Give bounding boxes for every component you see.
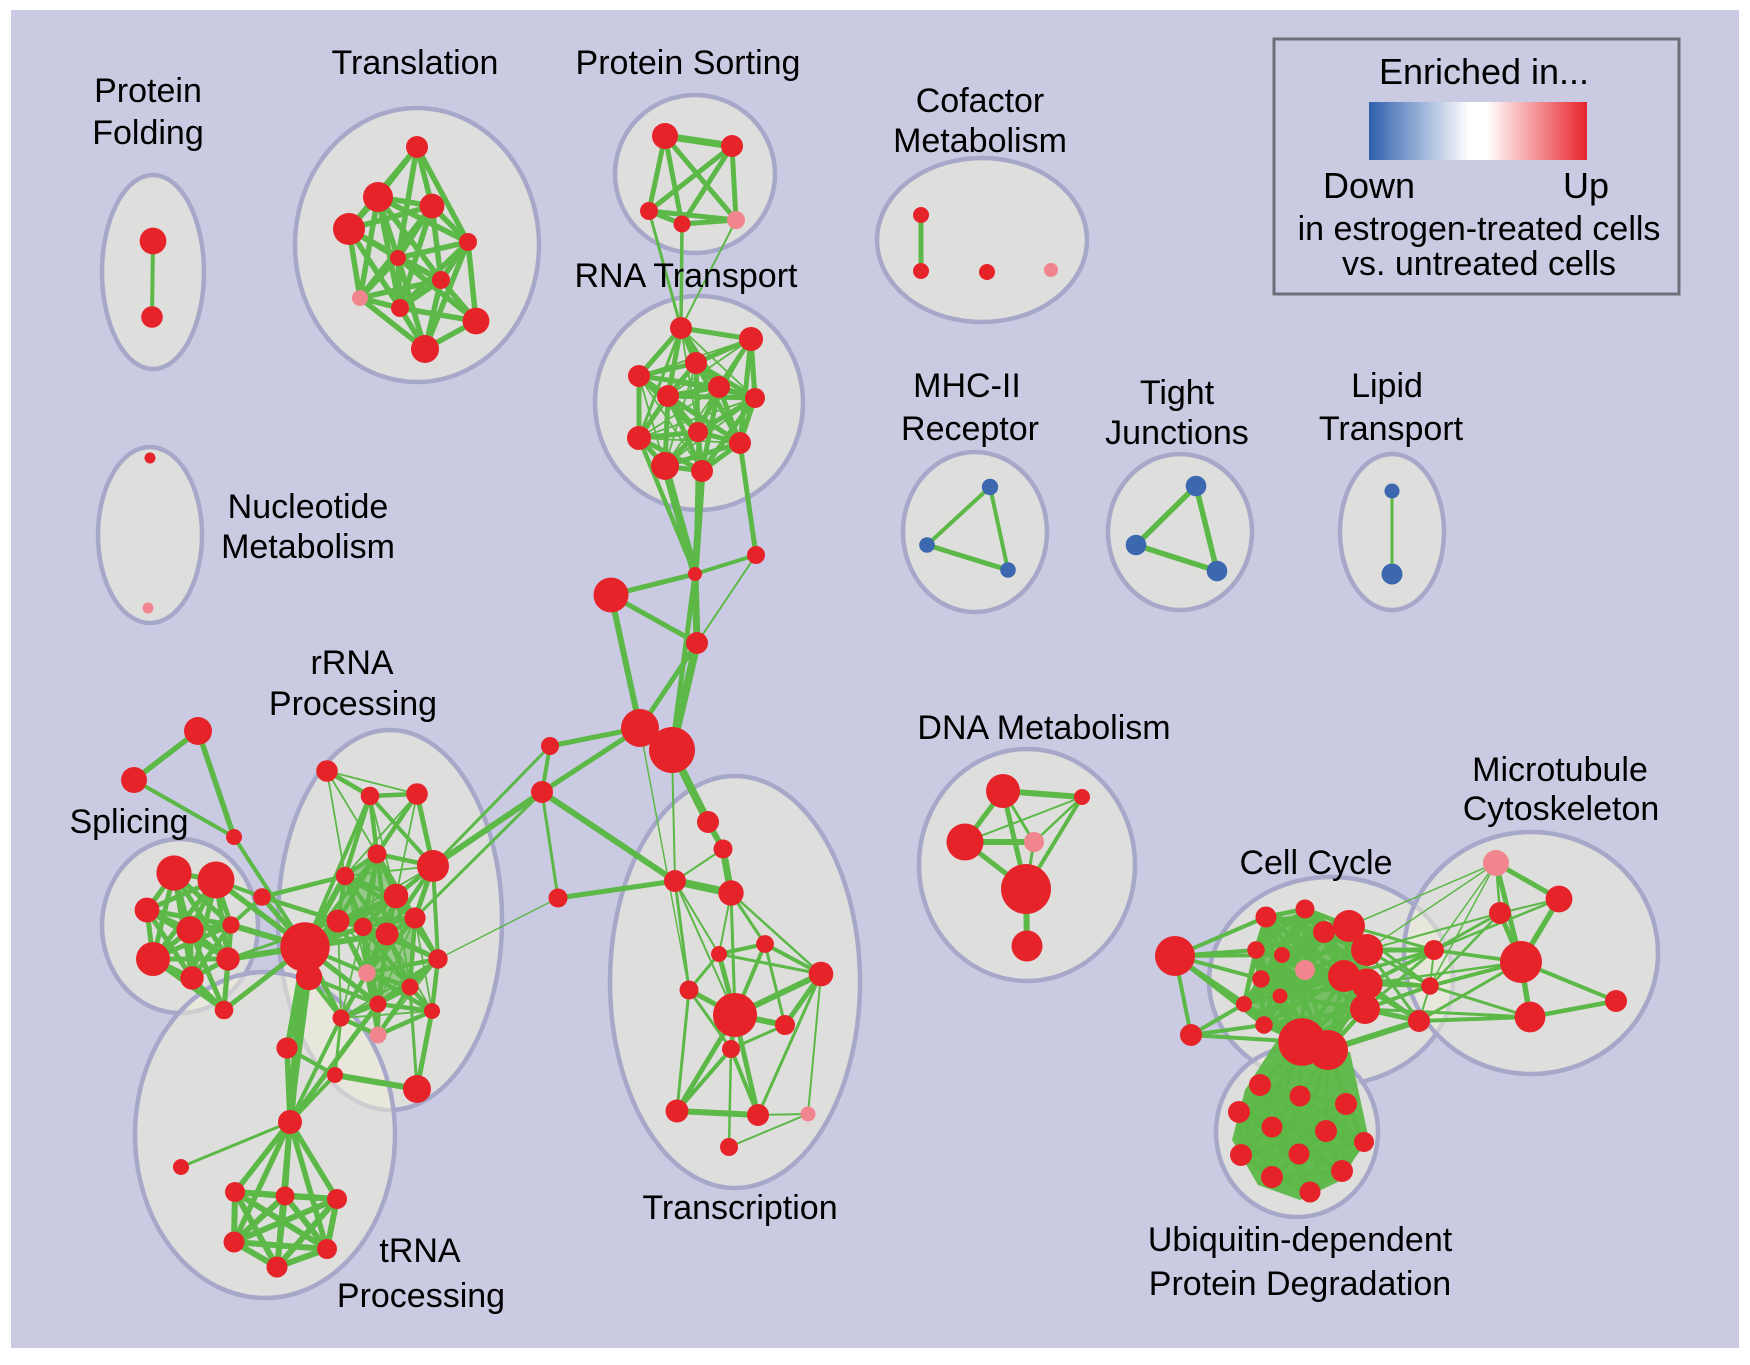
svg-text:Receptor: Receptor <box>901 410 1039 448</box>
svg-text:Nucleotide: Nucleotide <box>228 488 389 526</box>
svg-text:Folding: Folding <box>92 114 204 152</box>
svg-text:Metabolism: Metabolism <box>893 122 1067 160</box>
svg-text:Junctions: Junctions <box>1105 414 1249 452</box>
svg-text:Lipid: Lipid <box>1351 367 1423 405</box>
svg-text:Cytoskeleton: Cytoskeleton <box>1463 790 1660 828</box>
svg-text:Processing: Processing <box>337 1277 505 1315</box>
svg-text:Processing: Processing <box>269 685 437 723</box>
svg-text:Translation: Translation <box>332 44 499 82</box>
svg-text:Transport: Transport <box>1319 410 1464 448</box>
svg-text:Splicing: Splicing <box>69 803 188 841</box>
svg-text:Cell Cycle: Cell Cycle <box>1239 844 1392 882</box>
svg-text:Protein Degradation: Protein Degradation <box>1149 1265 1451 1303</box>
svg-text:tRNA: tRNA <box>379 1232 461 1270</box>
svg-text:Ubiquitin-dependent: Ubiquitin-dependent <box>1148 1221 1453 1259</box>
svg-text:MHC-II: MHC-II <box>913 367 1021 405</box>
svg-text:Cofactor: Cofactor <box>916 82 1045 120</box>
svg-text:Protein Sorting: Protein Sorting <box>576 44 801 82</box>
svg-text:in estrogen-treated cells: in estrogen-treated cells <box>1298 210 1661 248</box>
svg-text:Tight: Tight <box>1140 374 1215 412</box>
svg-text:RNA Transport: RNA Transport <box>575 257 799 295</box>
svg-text:Enriched in...: Enriched in... <box>1379 51 1589 92</box>
svg-text:Transcription: Transcription <box>642 1189 837 1227</box>
svg-text:Metabolism: Metabolism <box>221 528 395 566</box>
svg-text:rRNA: rRNA <box>310 644 393 682</box>
svg-text:Up: Up <box>1563 165 1609 206</box>
svg-text:Protein: Protein <box>94 72 202 110</box>
svg-text:Down: Down <box>1323 165 1415 206</box>
svg-text:DNA Metabolism: DNA Metabolism <box>917 709 1170 747</box>
svg-text:Microtubule: Microtubule <box>1472 751 1648 789</box>
svg-text:vs. untreated cells: vs. untreated cells <box>1342 245 1616 283</box>
